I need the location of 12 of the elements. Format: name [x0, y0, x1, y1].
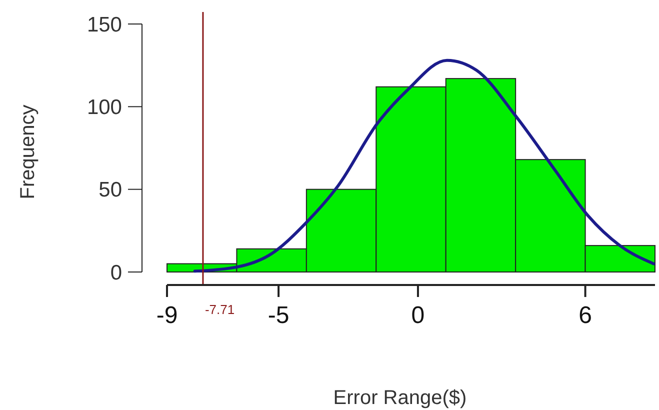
x-tick-label: 6 [578, 302, 592, 329]
ref-line-label: -7.71 [204, 302, 235, 317]
x-tick-label: 0 [411, 302, 425, 329]
y-tick-label: 0 [110, 261, 122, 284]
y-axis-title: Frequency [17, 104, 39, 200]
x-axis-title: Error Range($) [333, 387, 467, 409]
x-tick-label: -9 [156, 302, 178, 329]
y-tick-label: 150 [86, 13, 122, 36]
y-tick-label: 50 [98, 178, 122, 202]
y-tick-label: 100 [86, 96, 122, 120]
x-tick-label: -5 [268, 302, 290, 329]
line-series [193, 58, 656, 273]
